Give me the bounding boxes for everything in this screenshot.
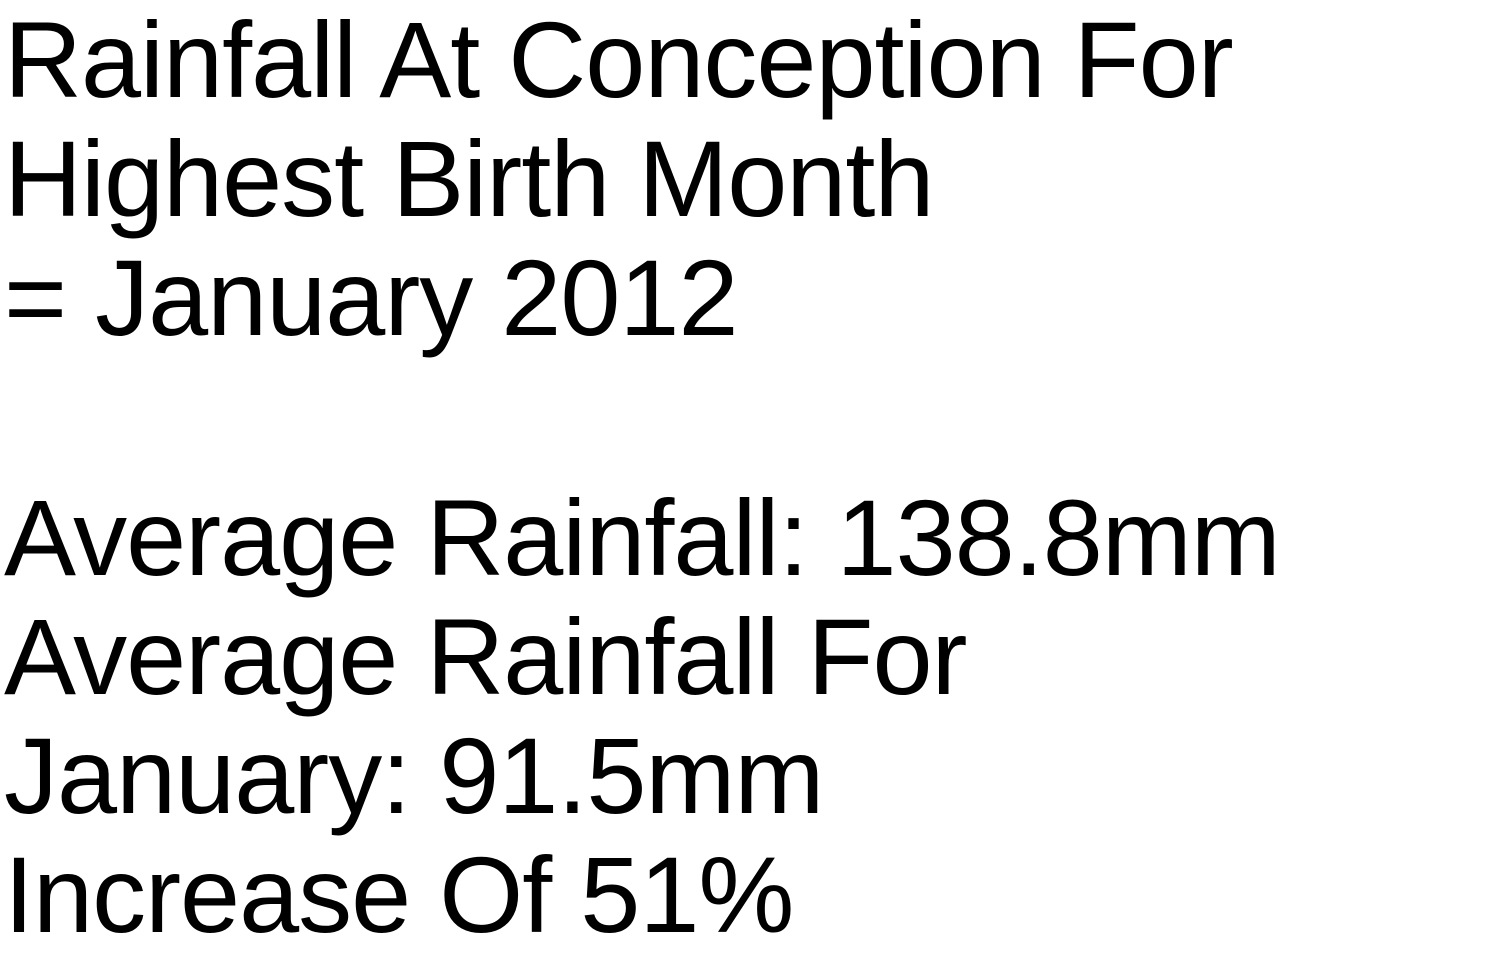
heading-line-3: = January 2012 — [4, 237, 739, 358]
heading-line-2: Highest Birth Month — [4, 118, 934, 239]
average-rainfall-line: Average Rainfall: 138.8mm — [4, 477, 1281, 598]
stats-block: Average Rainfall: 138.8mm Average Rainfa… — [4, 478, 1496, 954]
increase-line: Increase Of 51% — [4, 834, 794, 955]
january-rainfall-value-line: January: 91.5mm — [4, 715, 824, 836]
january-rainfall-label-line: Average Rainfall For — [4, 596, 968, 717]
heading-line-1: Rainfall At Conception For — [4, 0, 1234, 120]
heading-block: Rainfall At Conception For Highest Birth… — [4, 0, 1496, 357]
